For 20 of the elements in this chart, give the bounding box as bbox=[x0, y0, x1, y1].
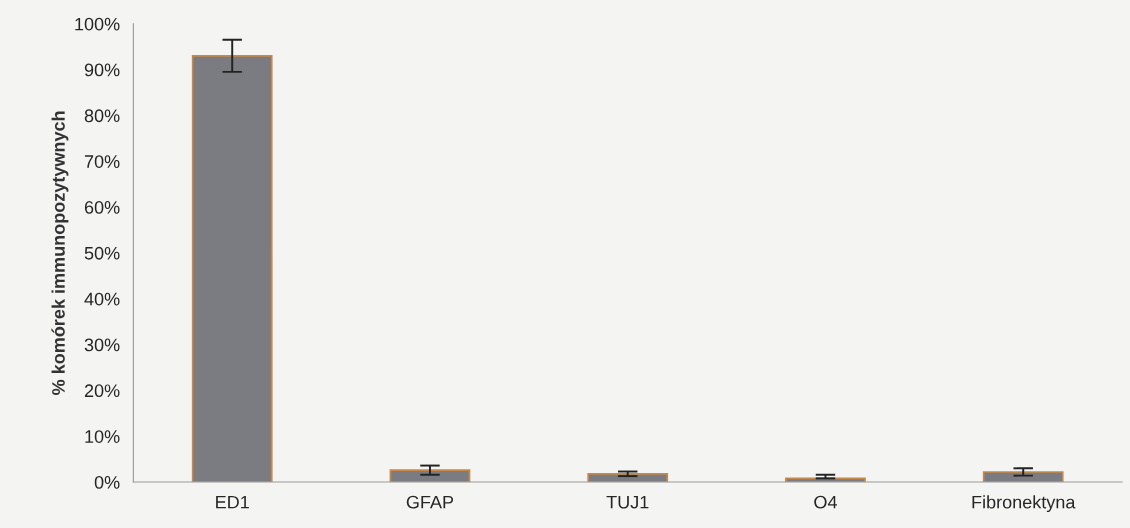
x-tick-label: ED1 bbox=[216, 495, 249, 509]
y-tick-label: 60% bbox=[84, 201, 120, 214]
bar bbox=[191, 55, 273, 483]
y-tick-label: 0% bbox=[94, 476, 120, 489]
y-tick-label: 80% bbox=[84, 109, 120, 123]
y-tick-label: 90% bbox=[84, 63, 120, 77]
y-tick-label: 30% bbox=[84, 338, 120, 352]
y-tick-label: 40% bbox=[84, 292, 120, 306]
x-tick-label: O4 bbox=[814, 495, 837, 509]
x-tick-label: TUJ1 bbox=[606, 495, 649, 509]
bar bbox=[389, 469, 471, 483]
x-tick-label: GFAP bbox=[406, 495, 454, 509]
y-tick-label: 50% bbox=[84, 246, 120, 260]
y-tick-label: 100% bbox=[75, 17, 120, 31]
bar bbox=[982, 471, 1064, 483]
x-tick-label: Fibronektyna bbox=[972, 495, 1076, 513]
y-tick-label: 10% bbox=[85, 430, 120, 443]
y-tick-label: 70% bbox=[84, 155, 120, 168]
y-tick-label: 20% bbox=[84, 384, 120, 398]
y-axis-title: % komórek immunopozytywnych bbox=[51, 111, 69, 395]
